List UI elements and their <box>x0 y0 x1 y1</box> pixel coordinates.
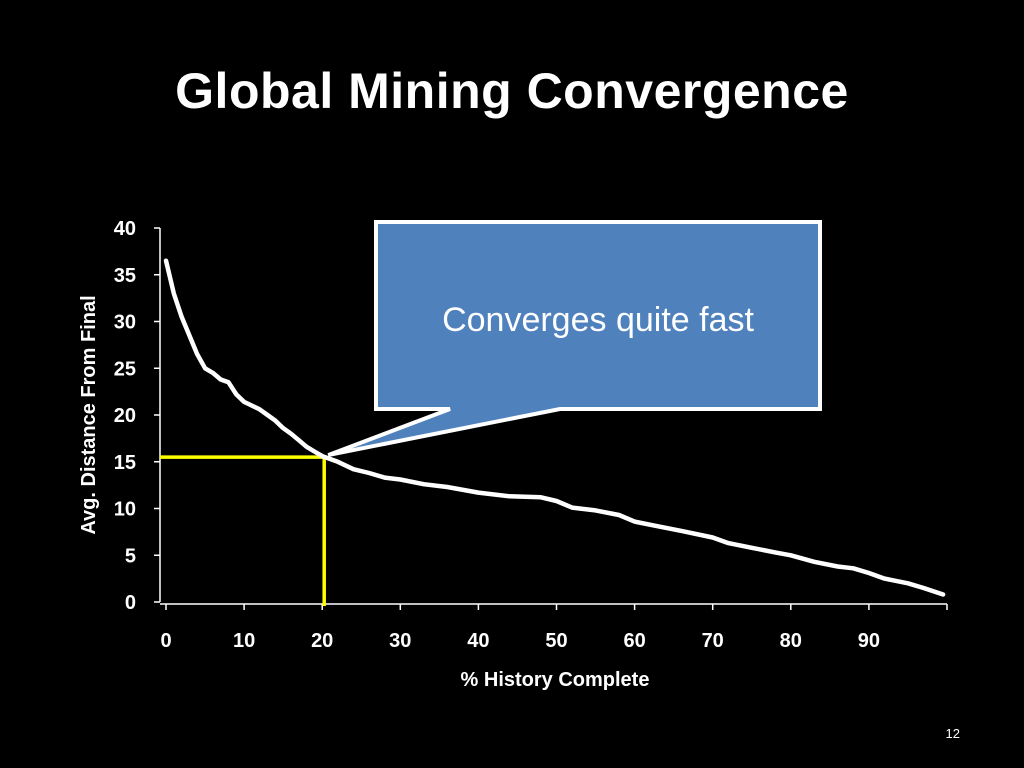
x-tick-label-20: 20 <box>311 630 333 652</box>
x-tick-label-40: 40 <box>467 630 489 652</box>
tick-labels: 0 5 10 15 20 25 30 35 40 0 10 20 30 40 50 60 70 80 90 <box>114 218 880 652</box>
chart-ticks <box>154 227 948 610</box>
x-tick-label-50: 50 <box>545 630 567 652</box>
y-tick-label-5: 5 <box>125 545 136 567</box>
callout-shape <box>327 220 822 458</box>
highlight-guides <box>160 455 326 606</box>
x-axis-title: % History Complete <box>461 669 650 691</box>
y-tick-label-35: 35 <box>114 265 136 287</box>
y-tick-label-0: 0 <box>125 592 136 614</box>
x-tick-label-0: 0 <box>160 630 171 652</box>
y-tick-label-10: 10 <box>114 499 136 521</box>
slide-title: Global Mining Convergence <box>175 63 849 119</box>
x-tick-label-60: 60 <box>623 630 645 652</box>
callout-text: Converges quite fast <box>442 301 754 339</box>
y-tick-label-15: 15 <box>114 452 136 474</box>
callout-box: Converges quite fast <box>327 220 822 458</box>
y-tick-label-20: 20 <box>114 405 136 427</box>
y-tick-label-25: 25 <box>114 358 136 380</box>
slide-number: 12 <box>945 726 960 741</box>
x-tick-label-70: 70 <box>702 630 724 652</box>
x-tick-label-90: 90 <box>858 630 880 652</box>
y-tick-label-30: 30 <box>114 312 136 334</box>
x-tick-label-30: 30 <box>389 630 411 652</box>
x-tick-label-80: 80 <box>780 630 802 652</box>
x-tick-label-10: 10 <box>233 630 255 652</box>
series-line <box>163 258 946 597</box>
y-tick-label-40: 40 <box>114 218 136 240</box>
y-axis-title: Avg. Distance From Final <box>78 295 100 534</box>
